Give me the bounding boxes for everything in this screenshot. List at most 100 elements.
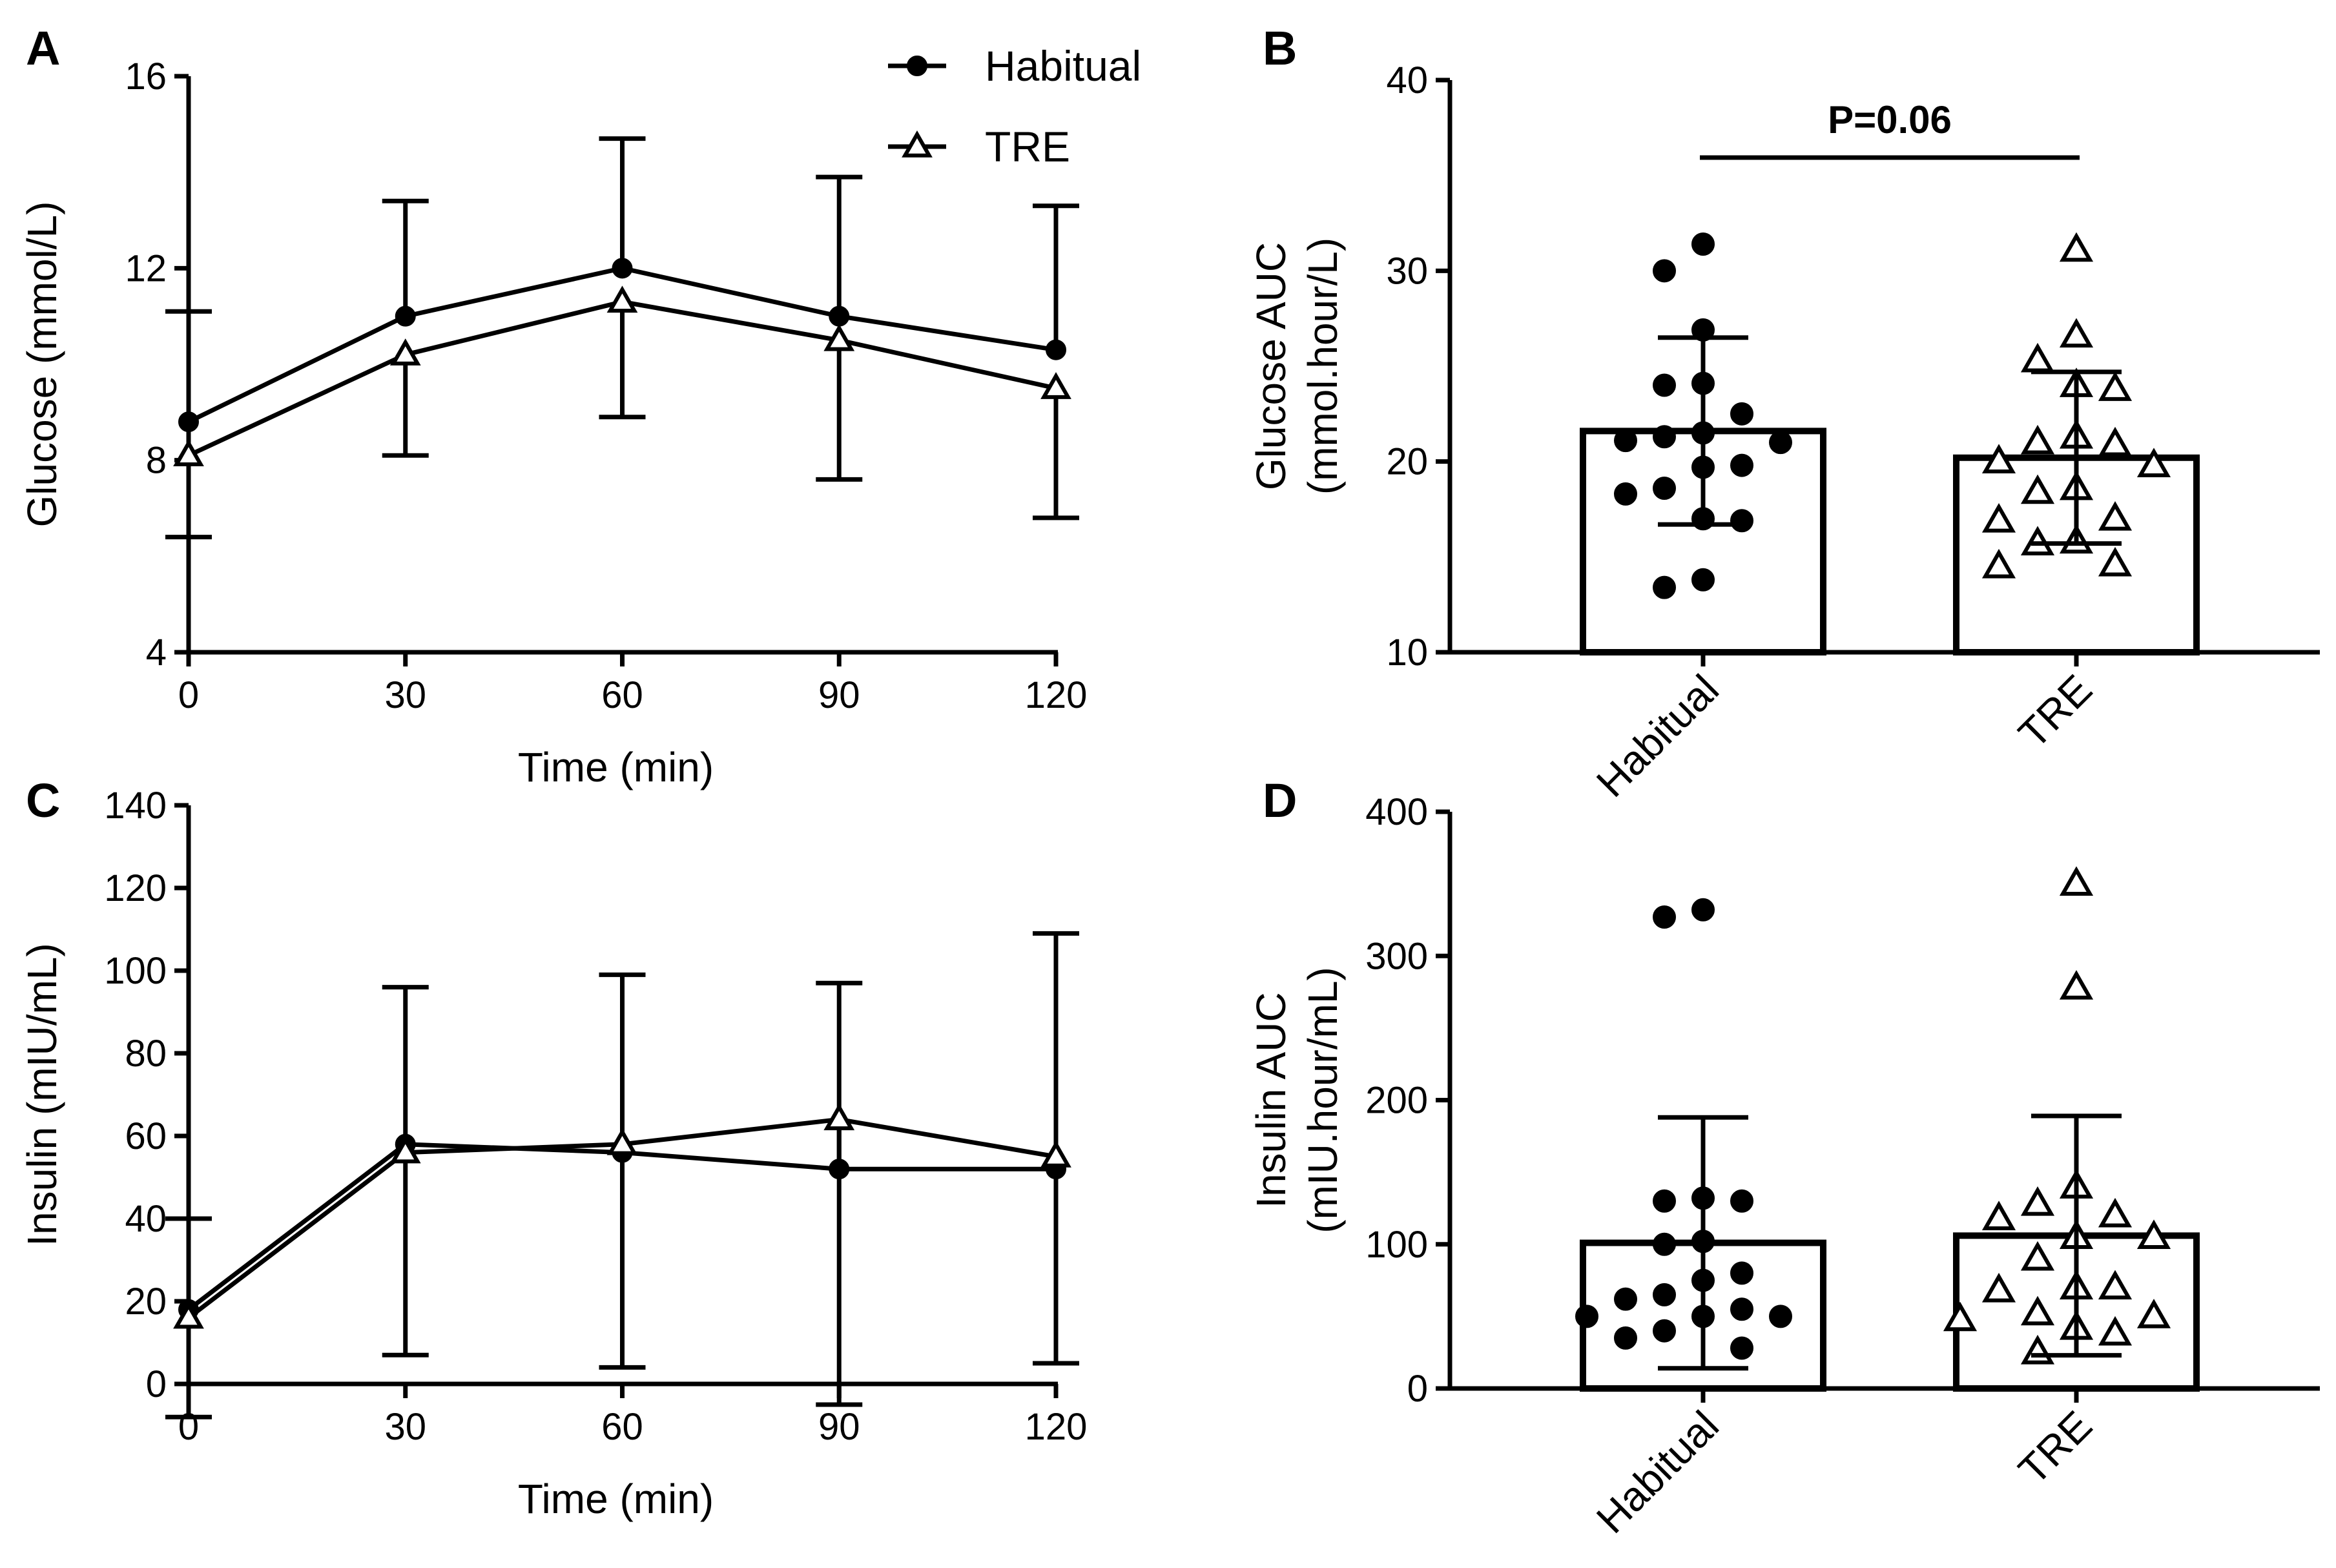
data-point-habitual <box>829 1159 850 1180</box>
data-point-tre <box>389 1136 421 1164</box>
data-point-habitual <box>1653 477 1676 500</box>
x-category-label: TRE <box>2009 666 2100 757</box>
x-tick-label: 90 <box>818 1406 860 1448</box>
legend-label-habitual: Habitual <box>985 42 1141 90</box>
data-point-tre <box>2020 1186 2055 1216</box>
y-tick-label: 16 <box>125 56 167 98</box>
data-point-tre <box>2098 1197 2133 1228</box>
panel-letter: D <box>1263 774 1297 827</box>
data-point-tre <box>173 1301 204 1329</box>
y-tick-label: 0 <box>146 1363 167 1405</box>
data-point-habitual <box>1653 1319 1676 1343</box>
data-point-tre <box>606 285 638 313</box>
y-tick-label: 0 <box>1407 1368 1428 1410</box>
data-point-habitual <box>1730 453 1753 477</box>
data-point-tre <box>2059 866 2094 896</box>
y-tick-label: 200 <box>1365 1080 1428 1122</box>
data-point-tre <box>1040 372 1071 399</box>
x-category-label: TRE <box>2009 1402 2100 1493</box>
panel-d-insulin-auc: 0 100 200 300 400 Insulin AUC (mIU.hour/mL) Hab… <box>1248 774 2320 1542</box>
legend: Habitual TRE <box>888 42 1141 170</box>
data-point-habitual <box>1653 1189 1676 1213</box>
y-axis-title: Glucose AUC <box>1248 242 1294 490</box>
data-point-habitual <box>1730 509 1753 533</box>
x-tick-label: 60 <box>601 1406 643 1448</box>
data-point-habitual <box>1575 1305 1598 1328</box>
x-axis-title: Time (min) <box>518 1476 714 1522</box>
data-point-habitual <box>1046 339 1066 360</box>
data-point-tre <box>2098 426 2133 457</box>
y-axis-title: Glucose (mmol/L) <box>19 201 65 528</box>
legend-label-tre: TRE <box>985 123 1070 170</box>
data-point-habitual <box>829 305 850 327</box>
data-point-tre <box>2098 371 2133 401</box>
data-point-habitual <box>1653 1283 1676 1306</box>
data-point-habitual <box>1653 575 1676 599</box>
y-axis-units: (mmol.hour/L) <box>1299 238 1346 495</box>
data-point-tre <box>2059 970 2094 1000</box>
data-point-habitual <box>1730 1261 1753 1285</box>
y-tick-label: 20 <box>1386 441 1428 483</box>
y-tick-label: 80 <box>125 1033 167 1075</box>
data-point-tre <box>1943 1301 1978 1332</box>
y-tick-label: 30 <box>1386 250 1428 292</box>
data-point-tre <box>2098 1270 2133 1300</box>
data-point-tre <box>2136 448 2171 477</box>
y-tick-label: 40 <box>125 1198 167 1240</box>
y-tick-label: 20 <box>125 1281 167 1323</box>
panel-b-glucose-auc: 10 20 30 40 Glucose AUC (mmol.hour/L) Habitual… <box>1248 21 2320 806</box>
y-tick-label: 400 <box>1365 791 1428 833</box>
y-tick-label: 40 <box>1386 59 1428 101</box>
x-tick-label: 0 <box>178 674 199 716</box>
data-point-habitual <box>1614 482 1637 506</box>
x-tick-label: 90 <box>818 674 860 716</box>
data-point-habitual <box>1653 373 1676 397</box>
y-tick-label: 100 <box>104 950 167 992</box>
y-tick-label: 60 <box>125 1115 167 1157</box>
data-point-tre <box>1981 444 2016 474</box>
legend-marker-tre <box>902 130 933 158</box>
y-tick-label: 120 <box>104 867 167 909</box>
y-axis-units: (mIU.hour/mL) <box>1299 967 1346 1233</box>
data-point-tre <box>1981 1201 2016 1230</box>
x-tick-label: 30 <box>384 1406 426 1448</box>
data-point-tre <box>1981 502 2016 533</box>
data-point-habitual <box>1730 1297 1753 1321</box>
data-point-habitual <box>1614 429 1637 453</box>
data-point-habitual <box>1691 568 1715 592</box>
data-point-tre <box>2020 342 2055 373</box>
y-tick-label: 10 <box>1386 632 1428 674</box>
data-point-habitual <box>612 258 633 279</box>
data-point-habitual <box>1653 259 1676 283</box>
data-point-tre <box>2059 232 2094 262</box>
data-point-habitual <box>1730 402 1753 426</box>
data-point-habitual <box>1730 1189 1753 1213</box>
x-category-label: Habitual <box>1587 1402 1728 1542</box>
data-point-habitual <box>1730 1336 1753 1360</box>
data-point-tre <box>1040 1140 1071 1168</box>
data-point-tre <box>2020 1241 2055 1271</box>
data-point-habitual <box>1769 1305 1792 1328</box>
data-point-tre <box>2098 501 2133 531</box>
data-point-habitual <box>1769 431 1792 455</box>
y-tick-label: 8 <box>146 440 167 482</box>
data-point-tre <box>1981 1272 2016 1303</box>
x-tick-label: 120 <box>1025 674 1088 716</box>
data-point-habitual <box>1653 905 1676 929</box>
x-axis-title: Time (min) <box>518 744 714 790</box>
data-point-tre <box>2098 1315 2133 1346</box>
data-point-habitual <box>1691 232 1715 256</box>
y-axis-title: Insulin (mIU/mL) <box>19 943 65 1246</box>
y-tick-label: 300 <box>1365 935 1428 977</box>
data-point-habitual <box>1653 1232 1676 1256</box>
panel-letter: A <box>26 21 60 75</box>
y-tick-label: 4 <box>146 632 167 674</box>
data-point-tre <box>2020 474 2055 504</box>
y-axis-title: Insulin AUC <box>1248 992 1294 1208</box>
data-point-tre <box>2136 1299 2171 1328</box>
data-point-tre <box>2020 424 2055 455</box>
panel-letter: B <box>1263 21 1297 75</box>
legend-marker-habitual <box>907 56 927 76</box>
